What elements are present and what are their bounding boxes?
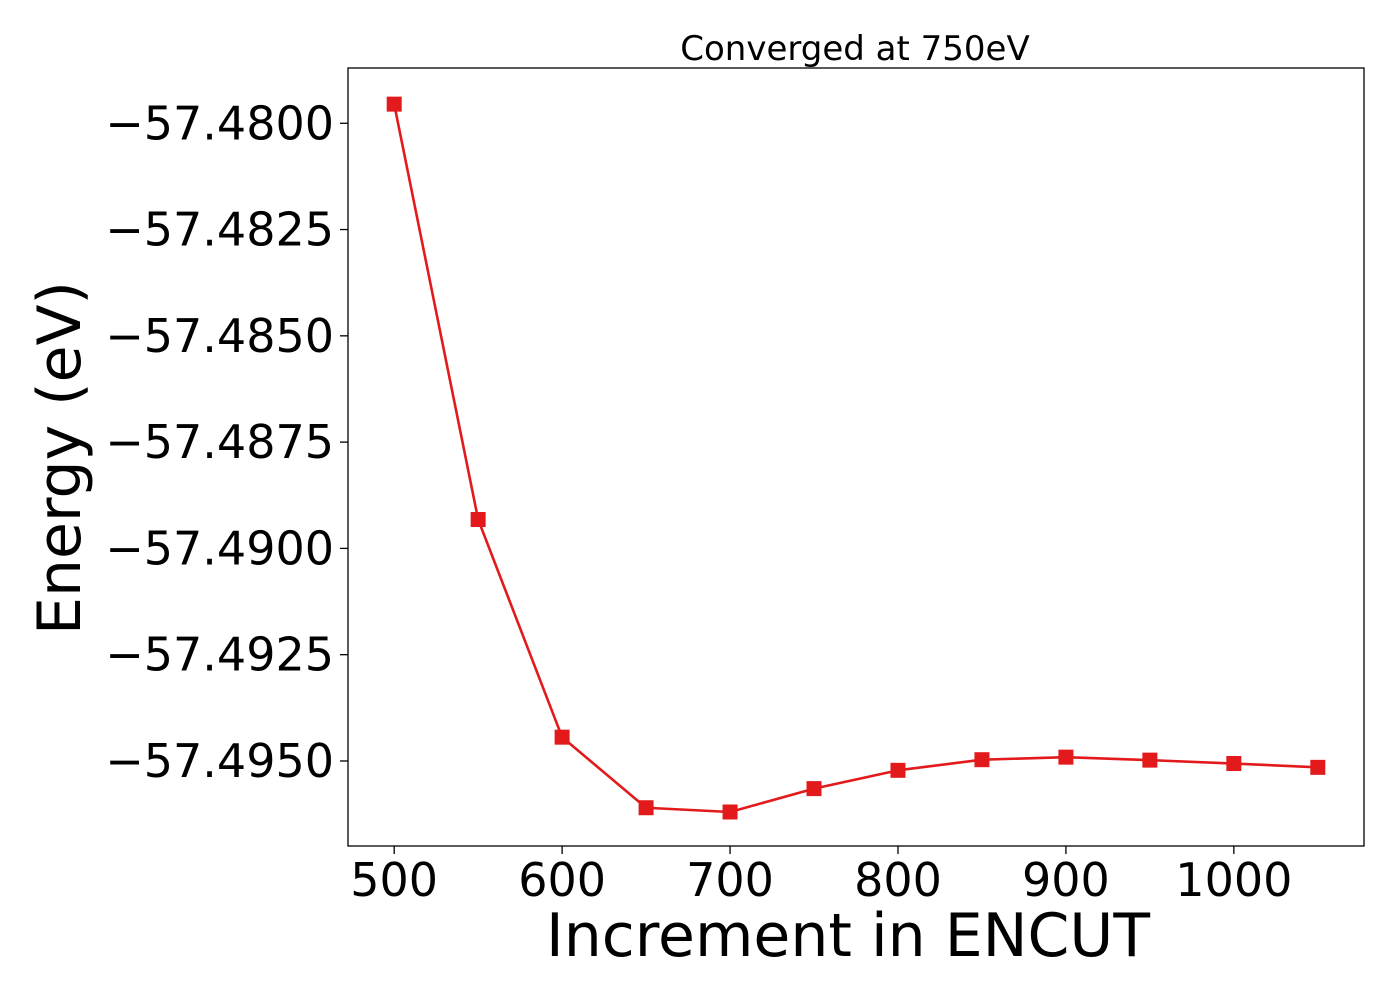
data-point-marker [1310, 759, 1326, 775]
x-tick-label: 500 [350, 853, 438, 907]
y-tick-label: −57.4925 [105, 628, 334, 682]
data-point-marker [1058, 749, 1074, 765]
x-tick-label: 1000 [1175, 853, 1292, 907]
data-point-marker [470, 511, 486, 527]
y-tick-label: −57.4800 [105, 96, 334, 150]
data-point-marker [638, 800, 654, 816]
y-tick-label: −57.4850 [105, 309, 334, 363]
y-axis-ticks: −57.4800 −57.4825 −57.4850 −57.4875 −57.4900… [105, 96, 348, 788]
data-point-marker [722, 804, 738, 820]
data-point-marker [974, 752, 990, 768]
series-layer [386, 96, 1326, 820]
x-tick-label: 900 [1022, 853, 1110, 907]
x-axis-label: Increment in ENCUT [546, 901, 1150, 971]
data-point-marker [806, 781, 822, 797]
x-tick-label: 800 [854, 853, 942, 907]
y-tick-label: −57.4950 [105, 734, 334, 788]
x-tick-label: 700 [686, 853, 774, 907]
y-tick-label: −57.4825 [105, 203, 334, 257]
series-line [392, 103, 1318, 814]
chart-title: Converged at 750eV [680, 29, 1029, 69]
data-point-marker [554, 729, 570, 745]
x-tick-label: 600 [518, 853, 606, 907]
data-point-marker [386, 96, 402, 112]
y-tick-label: −57.4875 [105, 415, 334, 469]
data-point-marker [1142, 752, 1158, 768]
y-axis-label: Energy (eV) [25, 281, 95, 635]
y-tick-label: −57.4900 [105, 521, 334, 575]
data-point-marker [890, 762, 906, 778]
data-point-marker [1226, 756, 1242, 772]
plot-area-frame [347, 67, 1365, 847]
x-axis-ticks: 500 600 700 800 900 1000 [350, 846, 1292, 907]
